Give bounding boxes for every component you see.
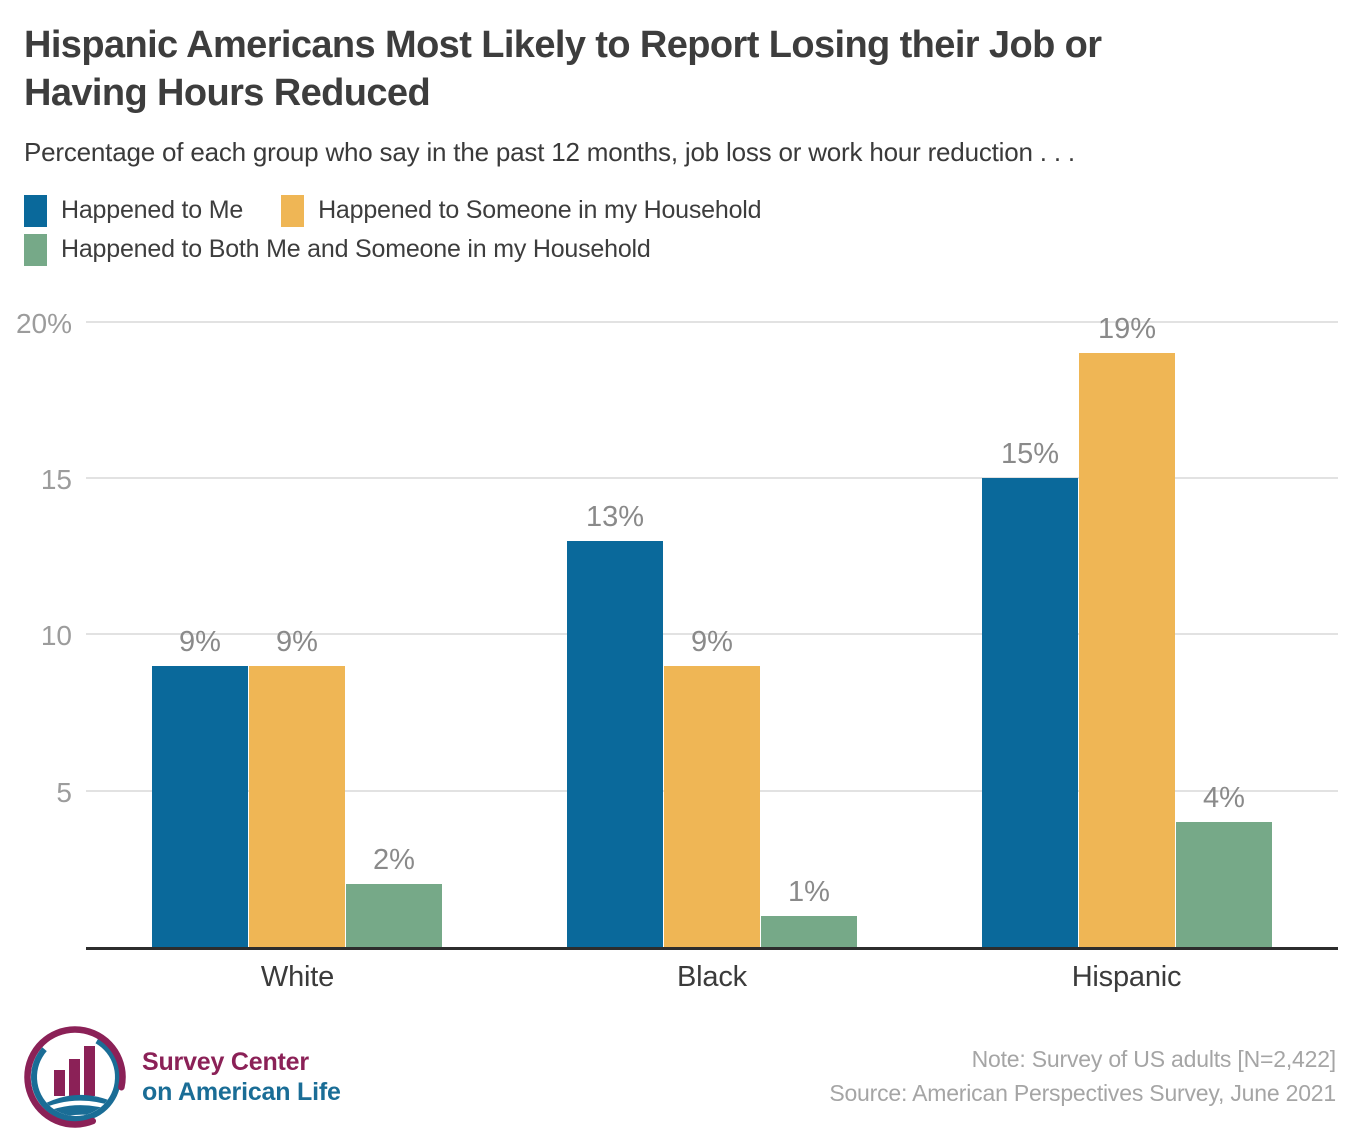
page-title-line-1: Hispanic Americans Most Likely to Report… — [24, 24, 1102, 66]
brand-logo: Survey Center on American Life — [24, 1020, 341, 1134]
bar-hispanic-happened-to-me: 15% — [982, 438, 1078, 947]
gridline-15 — [86, 477, 1338, 479]
brand-name-line-1: Survey Center — [142, 1047, 309, 1076]
y-axis-tick-20: 20% — [15, 307, 72, 339]
bar-black-happened-to-me: 13% — [567, 501, 663, 947]
bar-value-label: 9% — [276, 625, 318, 658]
legend-swatch-blue — [24, 194, 47, 227]
legend: Happened to Me Happened to Someone in my… — [24, 194, 1338, 266]
x-axis-label-black: Black — [677, 960, 747, 993]
bar-hispanic-happened-to-both-me-and-someone-in-my-household: 4% — [1176, 782, 1272, 947]
legend-label: Happened to Both Me and Someone in my Ho… — [61, 235, 651, 264]
page-title: Hispanic Americans Most Likely to Report… — [24, 22, 1338, 118]
legend-swatch-green — [24, 233, 47, 266]
bar-group-white: 9% 9% 2% — [152, 626, 442, 947]
legend-row-2: Happened to Both Me and Someone in my Ho… — [24, 233, 1338, 266]
note-text: Note: Survey of US adults [N=2,422] — [971, 1046, 1337, 1073]
page-title-line-2: Having Hours Reduced — [24, 71, 431, 114]
y-axis-tick-5: 5 — [56, 776, 72, 808]
bar-value-label: 9% — [179, 625, 221, 658]
x-axis-line — [86, 946, 1338, 950]
bar-value-label: 13% — [585, 500, 645, 533]
bar-group-hispanic: 15% 19% 4% — [982, 313, 1272, 947]
bar-white-happened-to-someone-in-my-household: 9% — [249, 626, 345, 947]
chart-subtitle: Percentage of each group who say in the … — [24, 136, 1075, 167]
plot-area: 20% 15 10 5 9% 9% 2% 13% 9% 1% 15% 19% 4% — [16, 309, 1338, 947]
bar-value-label: 1% — [788, 875, 830, 908]
x-axis-label-white: White — [260, 960, 335, 993]
x-axis-label-hispanic: Hispanic — [1071, 960, 1182, 993]
bar-value-label: 4% — [1203, 781, 1245, 814]
gridline-20 — [86, 320, 1338, 323]
bar-value-label: 2% — [373, 844, 415, 877]
bar-black-happened-to-both-me-and-someone-in-my-household: 1% — [761, 876, 857, 947]
bar-white-happened-to-both-me-and-someone-in-my-household: 2% — [346, 844, 442, 947]
legend-label: Happened to Someone in my Household — [318, 196, 762, 225]
bar-value-label: 15% — [1000, 438, 1060, 470]
bar-hispanic-happened-to-someone-in-my-household: 19% — [1079, 313, 1175, 947]
bar-value-label: 9% — [691, 625, 733, 658]
bar-value-label: 19% — [1097, 313, 1157, 345]
bar-chart: 20% 15 10 5 9% 9% 2% 13% 9% 1% 15% 19% 4% White Black… — [16, 309, 1338, 994]
y-axis-tick-15: 15 — [40, 464, 72, 495]
legend-row-1: Happened to Me Happened to Someone in my… — [24, 194, 1338, 227]
legend-item-happened-to-me: Happened to Me — [24, 194, 244, 227]
chart-notes: Note: Survey of US adults [N=2,422] Sour… — [829, 1043, 1338, 1110]
footer: Survey Center on American Life Note: Sur… — [24, 1020, 1338, 1134]
brand-wordmark: Survey Center on American Life — [142, 1047, 341, 1107]
source-text: Source: American Perspectives Survey, Ju… — [829, 1079, 1336, 1106]
legend-label: Happened to Me — [61, 196, 244, 225]
bar-white-happened-to-me: 9% — [152, 626, 248, 947]
bar-black-happened-to-someone-in-my-household: 9% — [664, 626, 760, 947]
legend-item-happened-to-someone: Happened to Someone in my Household — [281, 194, 762, 227]
y-axis-tick-10: 10 — [40, 620, 72, 652]
legend-item-happened-to-both: Happened to Both Me and Someone in my Ho… — [24, 233, 651, 266]
x-axis-labels: White Black Hispanic — [86, 961, 1338, 994]
brand-name-line-2: on American Life — [142, 1077, 341, 1106]
gridline-10 — [86, 633, 1338, 636]
legend-swatch-orange — [281, 194, 305, 227]
bar-group-black: 13% 9% 1% — [567, 501, 857, 947]
bar-groups: 9% 9% 2% 13% 9% 1% 15% 19% 4% — [86, 313, 1338, 947]
survey-center-logo-icon — [24, 1026, 126, 1128]
